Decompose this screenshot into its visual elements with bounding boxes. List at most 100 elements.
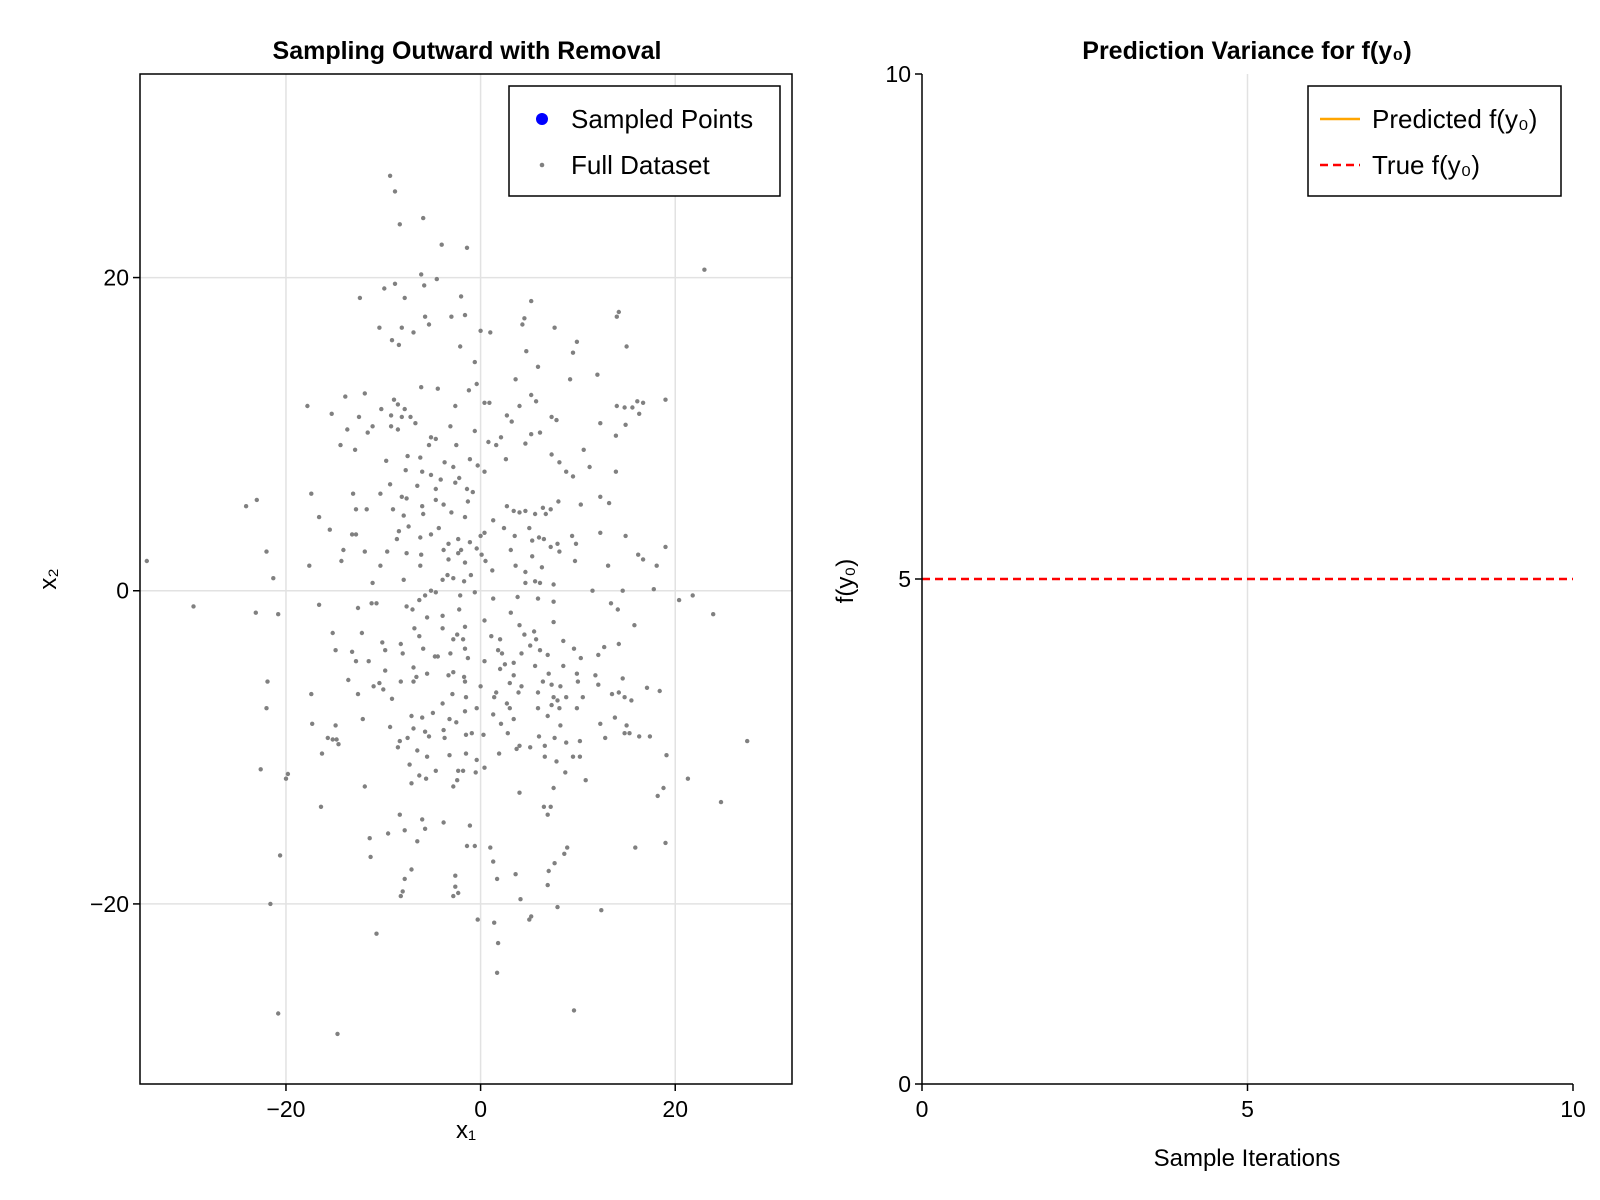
dataset-point <box>529 298 534 304</box>
dataset-point <box>411 665 416 670</box>
dataset-point <box>411 726 416 731</box>
dataset-point <box>663 544 668 550</box>
dataset-point <box>478 328 483 333</box>
dataset-point <box>440 701 445 706</box>
dataset-point <box>655 793 660 799</box>
dataset-point <box>495 940 501 946</box>
dataset-point <box>554 417 559 423</box>
dataset-point <box>593 673 598 678</box>
dataset-point <box>524 349 529 354</box>
dataset-point <box>392 189 398 194</box>
dataset-point <box>522 632 527 637</box>
dataset-point <box>537 430 543 435</box>
dataset-point <box>387 724 393 730</box>
dataset-point <box>657 688 662 694</box>
dataset-point <box>490 568 495 573</box>
scatter-plot-frame <box>139 73 793 1085</box>
dataset-point <box>552 861 557 866</box>
dataset-point <box>503 457 509 462</box>
dataset-point <box>620 588 625 593</box>
dataset-point <box>511 673 516 678</box>
dataset-point <box>407 762 412 767</box>
dataset-point <box>422 314 428 319</box>
dataset-point <box>334 737 339 742</box>
dataset-point <box>419 272 424 277</box>
dataset-point <box>451 637 456 642</box>
dataset-point <box>462 624 468 629</box>
dataset-point <box>455 632 460 637</box>
dataset-point <box>494 442 499 448</box>
dataset-point <box>422 283 427 288</box>
dataset-point <box>411 679 416 684</box>
dataset-point <box>451 576 456 581</box>
dataset-point <box>420 469 425 474</box>
dataset-point <box>492 695 497 700</box>
dataset-point <box>548 804 553 809</box>
dataset-point <box>486 439 491 445</box>
dataset-point <box>455 778 460 783</box>
dataset-point <box>463 695 469 700</box>
dataset-point <box>329 411 334 416</box>
dataset-point <box>551 582 556 587</box>
dataset-point <box>606 500 612 506</box>
dataset-point <box>536 535 542 540</box>
dataset-point <box>564 695 569 700</box>
dataset-point <box>319 751 325 756</box>
dataset-point <box>549 414 554 420</box>
dataset-point <box>504 701 510 706</box>
legend-marker-full-dataset <box>539 162 545 168</box>
line-y-tick-label: 10 <box>885 61 911 87</box>
dataset-point <box>442 735 447 741</box>
dataset-point <box>475 463 480 468</box>
dataset-point <box>711 612 716 617</box>
dataset-point <box>424 671 430 676</box>
dataset-point <box>330 737 335 742</box>
dataset-point <box>581 447 586 452</box>
dataset-point <box>419 552 424 557</box>
dataset-point <box>557 460 562 465</box>
dataset-point <box>474 757 479 763</box>
dataset-point <box>595 372 600 377</box>
dataset-point <box>401 577 406 582</box>
dataset-point <box>415 839 420 844</box>
dataset-point <box>438 477 443 482</box>
dataset-point <box>389 338 395 343</box>
dataset-point <box>540 505 546 510</box>
dataset-point <box>549 702 554 708</box>
dataset-point <box>587 464 592 470</box>
dataset-point <box>505 731 510 736</box>
dataset-point <box>676 597 682 603</box>
dataset-point <box>454 442 459 448</box>
dataset-point <box>567 377 573 382</box>
dataset-point <box>404 496 409 501</box>
dataset-point <box>458 593 463 598</box>
dataset-point <box>398 679 403 684</box>
dataset-point <box>545 882 550 888</box>
dataset-point <box>421 646 426 651</box>
dataset-point <box>467 823 473 828</box>
dataset-point <box>541 804 547 809</box>
dataset-point <box>415 483 420 488</box>
dataset-point <box>571 646 577 651</box>
dataset-point <box>388 424 394 429</box>
dataset-point <box>450 691 455 697</box>
line-legend: Predicted f(y₀) True f(y₀) <box>1307 85 1562 197</box>
dataset-point <box>426 734 432 739</box>
dataset-point <box>417 773 422 778</box>
dataset-point <box>411 330 416 335</box>
scatter-x-tick-label: −20 <box>266 1096 305 1122</box>
dataset-point <box>191 604 196 609</box>
dataset-point <box>447 716 452 722</box>
dataset-point <box>532 663 538 669</box>
scatter-x-tick-label: 0 <box>474 1096 487 1122</box>
dataset-point <box>533 399 539 404</box>
dataset-point <box>482 659 487 664</box>
dataset-point <box>462 646 468 651</box>
dataset-point <box>536 734 542 739</box>
dataset-point <box>529 392 534 398</box>
dataset-point <box>365 430 370 435</box>
dataset-point <box>368 854 373 860</box>
dataset-point <box>690 593 695 598</box>
dataset-point <box>418 535 423 540</box>
dataset-point <box>478 684 483 689</box>
